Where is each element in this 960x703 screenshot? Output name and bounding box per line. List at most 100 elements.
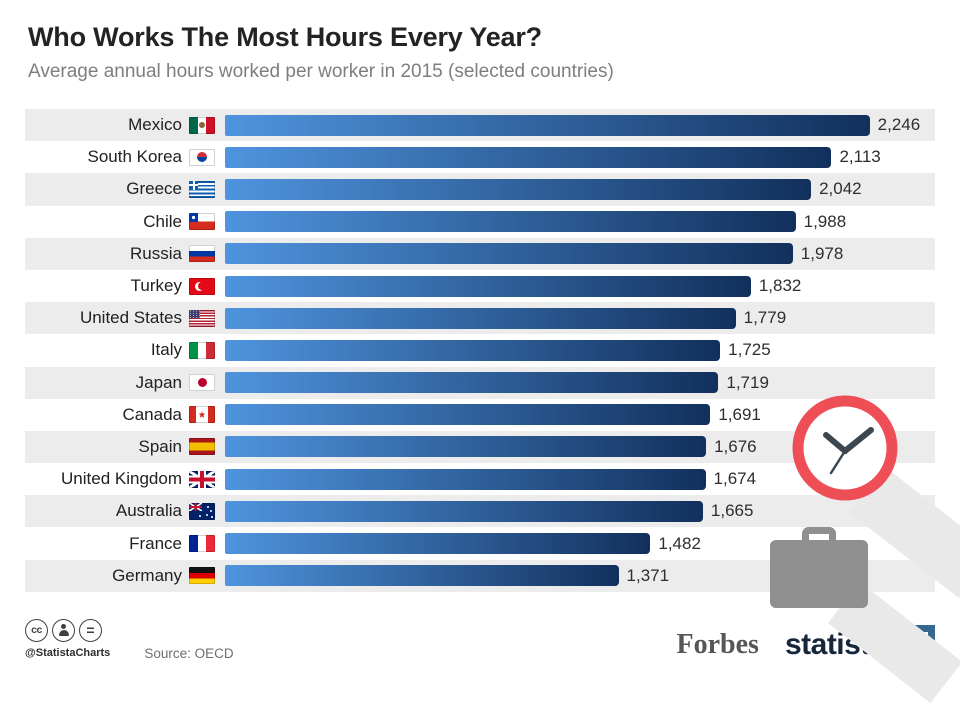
value-label: 1,832 xyxy=(758,276,802,296)
flag-emblem xyxy=(197,378,207,388)
chart-row: Canada 1,691 xyxy=(25,399,935,431)
flag-emblem xyxy=(195,281,206,291)
value-label: 1,978 xyxy=(800,243,844,263)
row-label-zone: South Korea xyxy=(25,147,225,167)
value-label: 2,042 xyxy=(819,179,862,199)
flag-cl-icon xyxy=(189,213,215,231)
country-label: France xyxy=(129,533,182,553)
row-label-zone: Chile xyxy=(25,212,225,232)
footer: cc = @StatistaCharts Source: OECD Forbes… xyxy=(0,618,960,665)
bar-track: 1,674 xyxy=(225,468,935,490)
row-label-zone: Russia xyxy=(25,244,225,264)
value-label: 1,988 xyxy=(803,211,847,231)
bar-track: 1,676 xyxy=(225,436,935,458)
cc-nd-equal-icon: = xyxy=(79,618,102,642)
country-label: Canada xyxy=(122,404,182,424)
cc-by-person-icon xyxy=(52,618,75,642)
row-label-zone: Germany xyxy=(25,566,225,586)
country-label: Mexico xyxy=(128,115,182,135)
value-bar xyxy=(225,339,721,361)
chart-row: South Korea 2,113 xyxy=(25,141,935,173)
bar-track: 2,113 xyxy=(225,146,935,168)
value-bar xyxy=(225,565,619,587)
flag-emblem xyxy=(189,470,215,488)
header: Who Works The Most Hours Every Year? Ave… xyxy=(0,0,960,83)
row-label-zone: Japan xyxy=(25,373,225,393)
country-label: Italy xyxy=(150,340,182,360)
country-label: Spain xyxy=(138,436,182,456)
flag-emblem xyxy=(189,502,202,512)
country-label: Turkey xyxy=(130,276,182,296)
page-title: Who Works The Most Hours Every Year? xyxy=(28,22,542,52)
flag-emblem xyxy=(189,342,215,359)
country-label: Russia xyxy=(130,243,182,263)
chart-row: Mexico 2,246 xyxy=(25,109,935,142)
value-bar xyxy=(225,372,719,394)
chart-row: Turkey 1,832 xyxy=(25,270,935,302)
flag-us-icon xyxy=(189,309,215,327)
bar-track: 1,482 xyxy=(225,533,935,555)
value-label: 1,719 xyxy=(726,372,769,392)
source-note: Source: OECD xyxy=(144,645,234,661)
value-label: 1,371 xyxy=(626,565,670,585)
flag-emblem xyxy=(189,438,215,455)
value-label: 2,246 xyxy=(877,115,921,135)
flag-emblem xyxy=(197,152,207,163)
chart-row: Greece 2,042 xyxy=(25,173,935,206)
flag-emblem xyxy=(189,245,215,262)
bar-track: 1,988 xyxy=(225,211,935,233)
value-bar xyxy=(225,211,796,233)
chart-subtitle: Average annual hours worked per worker i… xyxy=(28,61,614,82)
country-label: United States xyxy=(79,308,182,328)
bar-track: 2,246 xyxy=(225,114,935,136)
flag-emblem xyxy=(189,213,198,222)
forbes-logo[interactable]: Forbes xyxy=(676,628,759,660)
flag-it-icon xyxy=(189,341,215,359)
country-label: United Kingdom xyxy=(61,469,182,489)
flag-emblem xyxy=(189,180,198,190)
value-label: 1,674 xyxy=(713,469,757,489)
value-label: 1,665 xyxy=(710,501,754,521)
cc-license-icons: cc = xyxy=(25,618,110,642)
cc-icon: cc xyxy=(25,618,48,642)
flag-kr-icon xyxy=(189,148,215,166)
bar-track: 1,779 xyxy=(225,307,935,329)
flag-fr-icon xyxy=(189,535,215,553)
flag-au-icon xyxy=(189,502,215,520)
value-label: 1,676 xyxy=(714,436,757,456)
chart-row: France 1,482 xyxy=(25,527,935,559)
country-label: Greece xyxy=(126,179,182,199)
chart-row: United States 1,779 xyxy=(25,302,935,335)
bar-track: 1,665 xyxy=(225,500,935,522)
bar-track: 1,832 xyxy=(225,275,935,297)
chart-rows: Mexico 2,246 South Korea 2,113 Greece 2,… xyxy=(25,109,935,592)
flag-emblem xyxy=(189,567,215,584)
flag-ca-icon xyxy=(189,406,215,424)
country-label: Australia xyxy=(115,501,182,521)
value-bar xyxy=(225,146,832,168)
value-bar xyxy=(225,307,736,329)
cc-license-block[interactable]: cc = @StatistaCharts xyxy=(25,618,111,659)
country-label: Chile xyxy=(143,211,182,231)
chart-row: Chile 1,988 xyxy=(25,206,935,238)
row-label-zone: Australia xyxy=(25,501,225,521)
flag-gb-icon xyxy=(189,470,215,488)
flag-emblem xyxy=(189,309,200,318)
statista-charts-handle: @StatistaCharts xyxy=(25,646,111,659)
row-label-zone: Spain xyxy=(25,437,225,457)
value-bar xyxy=(225,436,707,458)
chart-row: Italy 1,725 xyxy=(25,334,935,366)
flag-de-icon xyxy=(189,567,215,585)
chart-row: United Kingdom 1,674 xyxy=(25,463,935,495)
flag-gr-icon xyxy=(189,180,215,198)
bar-track: 1,725 xyxy=(225,339,935,361)
flag-emblem xyxy=(199,122,205,129)
row-label-zone: Italy xyxy=(25,340,225,360)
chart-row: Spain 1,676 xyxy=(25,430,935,464)
flag-mx-icon xyxy=(189,116,215,134)
bar-track: 1,978 xyxy=(225,243,935,265)
row-label-zone: Turkey xyxy=(25,276,225,296)
bar-track: 1,691 xyxy=(225,404,935,426)
clock-icon xyxy=(791,394,899,502)
row-label-zone: Canada xyxy=(25,405,225,425)
